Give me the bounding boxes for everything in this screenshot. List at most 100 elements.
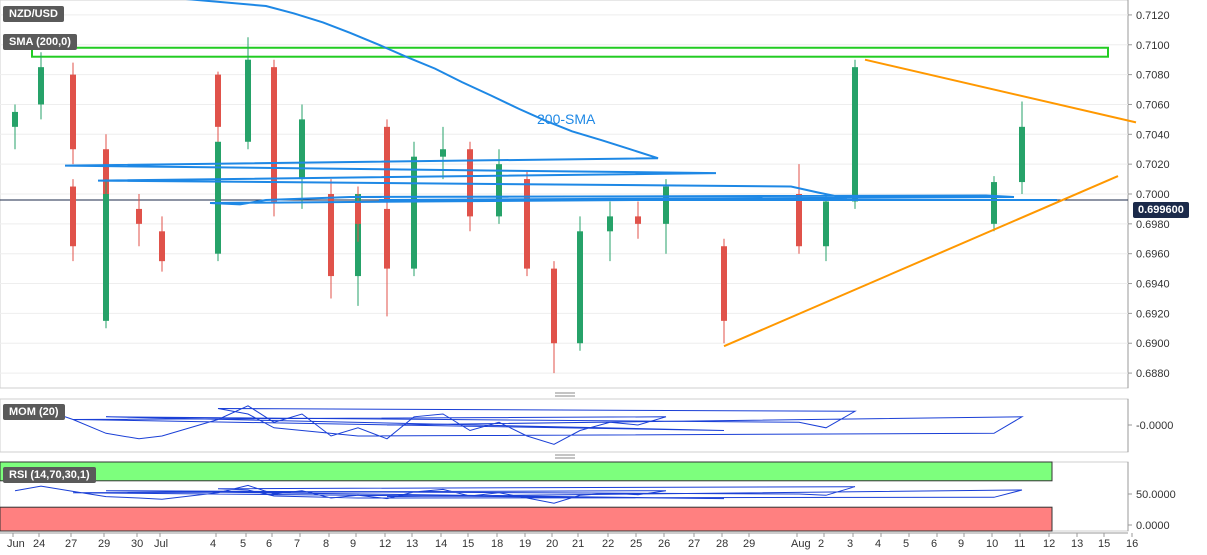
x-tick-label: 28: [716, 538, 728, 550]
candle-body: [271, 119, 277, 202]
candle-body: [721, 246, 727, 321]
x-tick-label: 13: [406, 538, 418, 550]
candle-body: [607, 216, 613, 232]
triangle-support-line: [723, 175, 1119, 348]
last-price-badge: 0.699600: [1133, 202, 1189, 218]
x-tick-label: 12: [379, 538, 391, 550]
candle-body: [328, 194, 334, 277]
x-tick-label: 2: [818, 538, 824, 550]
candle-body: [70, 186, 76, 247]
x-tick-label: 29: [743, 538, 755, 550]
x-tick-label: 4: [210, 538, 216, 550]
x-tick-label: 6: [266, 538, 272, 550]
x-tick-label: 15: [1098, 538, 1110, 550]
candle-body: [635, 216, 641, 224]
price-panel: 0.7120 0.7100 0.7080 0.7060 0.7040 0.7020 0.70…: [0, 0, 1170, 397]
price-tick-label: 0.6940: [1136, 279, 1170, 291]
mom-line: [14, 405, 1024, 445]
x-tick-label: 26: [658, 538, 670, 550]
x-tick-label: 21: [572, 538, 584, 550]
candle-body: [440, 149, 446, 157]
x-tick-label: 14: [435, 538, 447, 550]
x-tick-label: 20: [546, 538, 558, 550]
candle-body: [852, 67, 858, 202]
x-tick-label: 4: [875, 538, 881, 550]
candle-body: [991, 182, 997, 224]
price-tick-label: 0.6880: [1136, 368, 1170, 380]
candle-body: [355, 201, 361, 224]
candle-body: [496, 164, 502, 217]
sma-annotation: 200-SMA: [537, 111, 596, 127]
candle-body: [103, 194, 109, 321]
candle-body: [524, 179, 530, 269]
candle-body: [384, 208, 390, 269]
candle-body: [823, 201, 829, 247]
mom-tick-label: -0.0000: [1136, 420, 1173, 432]
candle-body: [215, 74, 221, 127]
price-tick-label: 0.6900: [1136, 338, 1170, 350]
x-tick-label: 24: [33, 538, 45, 550]
rsi-overbought-zone: [0, 461, 1053, 482]
rsi-line: [14, 484, 1023, 504]
x-tick-label: 22: [602, 538, 614, 550]
price-tick-label: 0.6920: [1136, 308, 1170, 320]
price-tick-label: 0.7040: [1136, 129, 1170, 141]
price-tick-label: 0.7100: [1136, 40, 1170, 52]
x-tick-label: 27: [688, 538, 700, 550]
x-tick-label: 12: [1043, 538, 1055, 550]
sma-200-line: [64, 0, 1057, 206]
x-tick-label: 16: [1126, 538, 1138, 550]
candle-body: [577, 231, 583, 344]
candle-body: [1019, 126, 1025, 183]
x-tick-label: 8: [323, 538, 329, 550]
x-tick-label: 9: [350, 538, 356, 550]
sma-indicator-label[interactable]: SMA (200,0): [3, 34, 77, 50]
price-tick-label: 0.7000: [1136, 189, 1170, 201]
candle-body: [70, 74, 76, 150]
x-axis: Jun 24 27 29 30 Jul 4 5 6 7 8 9 12 13 14 15 18 19 20 21 22 25…: [0, 532, 1138, 550]
rsi-tick-label: 50.0000: [1136, 489, 1176, 501]
x-tick-label: 27: [65, 538, 77, 550]
x-tick-label: 18: [491, 538, 503, 550]
x-tick-label: 7: [294, 538, 300, 550]
candle-body: [299, 119, 305, 180]
rsi-oversold-zone: [0, 506, 1053, 532]
price-tick-label: 0.7120: [1136, 10, 1170, 22]
x-tick-label: 19: [519, 538, 531, 550]
x-tick-label: 3: [847, 538, 853, 550]
rsi-panel: 50.0000 0.0000: [0, 461, 1176, 532]
candle-body: [245, 111, 251, 127]
price-tick-label: 0.6960: [1136, 249, 1170, 261]
x-tick-label: 6: [931, 538, 937, 550]
x-tick-label: 5: [240, 538, 246, 550]
rsi-tick-label: 0.0000: [1136, 520, 1170, 532]
x-tick-label: 15: [462, 538, 474, 550]
candle-body: [663, 186, 669, 224]
candle-body: [12, 111, 18, 127]
x-tick-label: 30: [131, 538, 143, 550]
mom-indicator-label[interactable]: MOM (20): [3, 404, 65, 420]
symbol-label[interactable]: NZD/USD: [3, 6, 64, 22]
momentum-panel: -0.0000: [0, 398, 1173, 459]
candle-body: [551, 268, 557, 344]
candle-body: [411, 156, 417, 269]
rsi-indicator-label[interactable]: RSI (14,70,30,1): [3, 467, 96, 483]
x-tick-label: 29: [98, 538, 110, 550]
x-tick-label: Jun: [7, 538, 25, 550]
price-tick-label: 0.7080: [1136, 70, 1170, 82]
candle-body: [215, 141, 221, 254]
price-tick-label: 0.7060: [1136, 99, 1170, 111]
x-tick-label: 10: [986, 538, 998, 550]
x-tick-label: 25: [630, 538, 642, 550]
candle-body: [796, 194, 802, 247]
price-tick-label: 0.6980: [1136, 219, 1170, 231]
x-tick-label: Aug: [791, 538, 811, 550]
candle-body: [384, 126, 390, 200]
x-tick-label: 11: [1014, 538, 1025, 550]
candle-body: [159, 231, 165, 262]
price-tick-label: 0.7020: [1136, 159, 1170, 171]
resistance-zone-box: [31, 46, 1109, 58]
triangle-resistance-line: [864, 58, 1137, 124]
x-tick-label: 9: [958, 538, 964, 550]
